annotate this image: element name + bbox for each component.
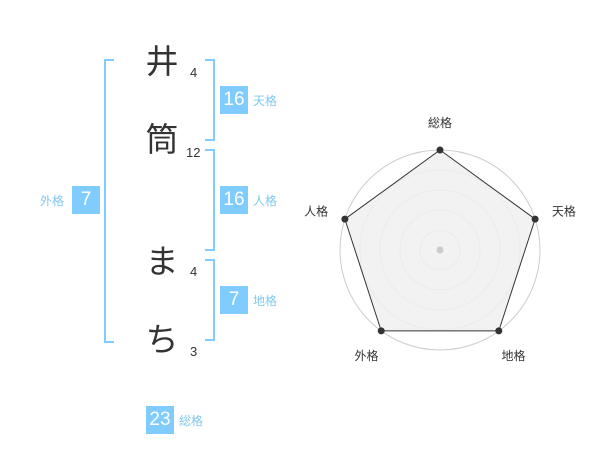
radar-area bbox=[344, 149, 536, 332]
radar-center-dot bbox=[436, 246, 444, 254]
radar-point bbox=[436, 146, 444, 154]
gaikaku-bracket bbox=[104, 59, 114, 343]
jinkaku-label: 人格 bbox=[253, 194, 278, 208]
name-char-1: 井 bbox=[145, 42, 179, 81]
tenkaku-label: 天格 bbox=[253, 94, 278, 108]
chikaku-value: 7 bbox=[220, 286, 248, 314]
gaikaku-value: 7 bbox=[72, 186, 100, 214]
axis-label-chikaku: 地格 bbox=[501, 348, 525, 363]
radar-point bbox=[531, 215, 539, 223]
stroke-count-3: 4 bbox=[190, 264, 198, 279]
tenkaku-value: 16 bbox=[220, 86, 248, 114]
axis-label-tenkaku: 天格 bbox=[552, 203, 576, 218]
jinkaku-bracket bbox=[205, 149, 215, 251]
name-char-2: 筒 bbox=[145, 120, 179, 159]
jinkaku-value: 16 bbox=[220, 186, 248, 214]
axis-label-jinkaku: 人格 bbox=[304, 203, 328, 218]
tenkaku-bracket bbox=[205, 59, 215, 141]
stroke-count-2: 12 bbox=[186, 145, 201, 160]
axis-label-soukaku: 総格 bbox=[428, 115, 452, 130]
soukaku-value: 23 bbox=[146, 406, 174, 434]
chikaku-label: 地格 bbox=[253, 294, 278, 308]
chikaku-bracket bbox=[205, 259, 215, 341]
stroke-count-1: 4 bbox=[190, 65, 198, 80]
axis-label-gaikaku: 外格 bbox=[355, 348, 379, 363]
stroke-count-4: 3 bbox=[190, 344, 198, 359]
gaikaku-label: 外格 bbox=[40, 194, 65, 208]
radar-point bbox=[495, 327, 503, 335]
radar-point bbox=[341, 215, 349, 223]
name-char-3: ま bbox=[145, 242, 179, 281]
radar-point bbox=[377, 327, 385, 335]
name-char-4: ち bbox=[145, 320, 179, 359]
soukaku-label: 総格 bbox=[179, 414, 204, 428]
